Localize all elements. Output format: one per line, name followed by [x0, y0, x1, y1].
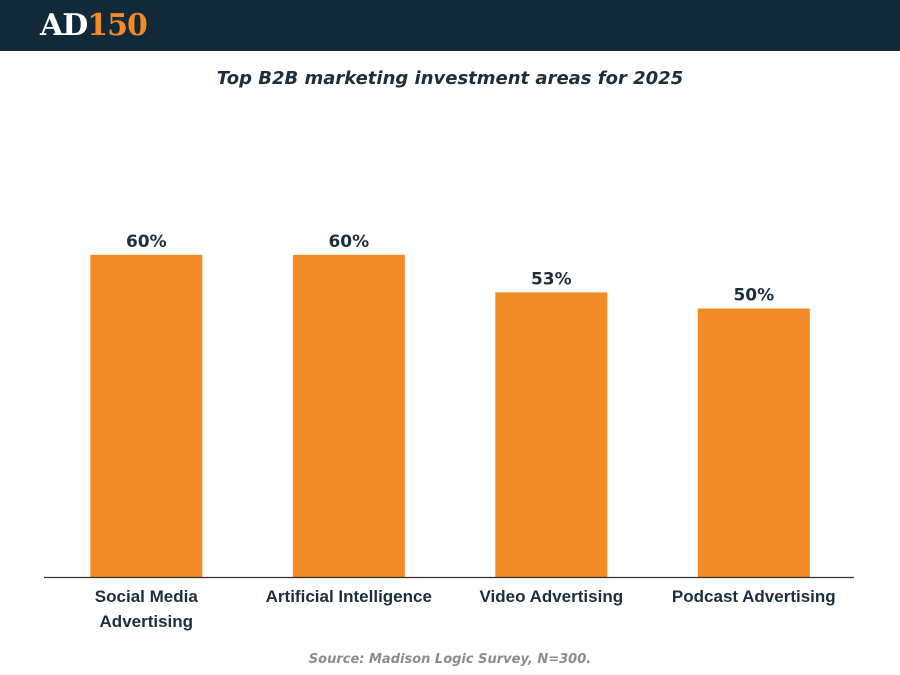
value-label-3: 50%	[733, 286, 774, 306]
ad150-logo: AD150	[40, 8, 148, 44]
category-label-0: Social Media Advertising	[95, 587, 199, 631]
logo-text-primary: AD	[40, 8, 88, 43]
logo-text-accent: 150	[87, 8, 148, 43]
bar-3	[697, 308, 810, 577]
header-bar: AD150	[0, 0, 900, 51]
value-label-0: 60%	[126, 232, 167, 252]
value-label-1: 60%	[328, 232, 369, 252]
category-label-3: Podcast Advertising	[672, 587, 836, 606]
source-note: Source: Madison Logic Survey, N=300.	[308, 652, 592, 667]
category-label-2: Video Advertising	[480, 587, 624, 606]
bar-0	[90, 254, 203, 578]
bar-2	[495, 292, 608, 577]
bar-1	[292, 254, 405, 578]
value-label-2: 53%	[531, 269, 572, 289]
chart-title: Top B2B marketing investment areas for 2…	[216, 68, 684, 89]
category-label-1: Artificial Intelligence	[266, 587, 432, 606]
